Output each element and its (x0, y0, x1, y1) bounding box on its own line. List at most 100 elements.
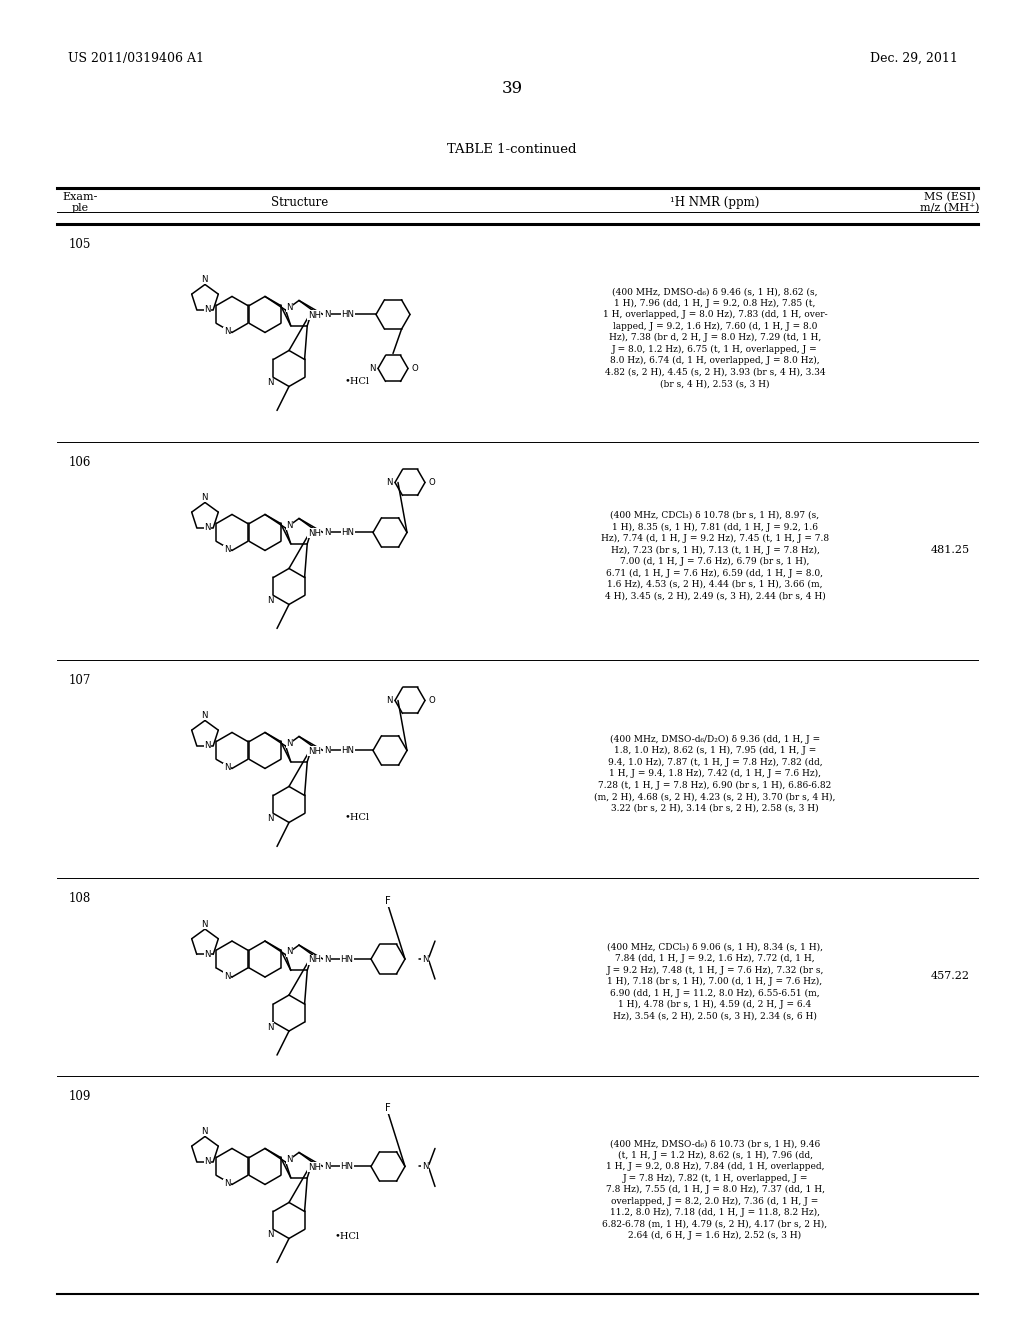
Text: N: N (386, 696, 392, 705)
Text: MS (ESI): MS (ESI) (925, 191, 976, 202)
Text: 3.22 (br s, 2 H), 3.14 (br s, 2 H), 2.58 (s, 3 H): 3.22 (br s, 2 H), 3.14 (br s, 2 H), 2.58… (611, 804, 819, 813)
Text: ple: ple (72, 203, 88, 213)
Text: (400 MHz, CDCl₃) δ 9.06 (s, 1 H), 8.34 (s, 1 H),: (400 MHz, CDCl₃) δ 9.06 (s, 1 H), 8.34 (… (607, 942, 823, 952)
Text: 481.25: 481.25 (931, 545, 970, 554)
Text: N: N (267, 1230, 273, 1239)
Text: N: N (287, 520, 293, 529)
Text: US 2011/0319406 A1: US 2011/0319406 A1 (68, 51, 204, 65)
Text: J = 8.0, 1.2 Hz), 6.75 (t, 1 H, overlapped, J =: J = 8.0, 1.2 Hz), 6.75 (t, 1 H, overlapp… (612, 345, 818, 354)
Text: 105: 105 (69, 238, 91, 251)
Text: 4.82 (s, 2 H), 4.45 (s, 2 H), 3.93 (br s, 4 H), 3.34: 4.82 (s, 2 H), 4.45 (s, 2 H), 3.93 (br s… (605, 368, 825, 376)
Text: N: N (224, 972, 230, 981)
Text: •HCl: •HCl (345, 378, 370, 385)
Text: 7.28 (t, 1 H, J = 7.8 Hz), 6.90 (br s, 1 H), 6.86-6.82: 7.28 (t, 1 H, J = 7.8 Hz), 6.90 (br s, 1… (598, 780, 831, 789)
Text: N: N (386, 478, 392, 487)
Text: Dec. 29, 2011: Dec. 29, 2011 (870, 51, 957, 65)
Text: HN: HN (341, 954, 353, 964)
Text: O: O (429, 478, 435, 487)
Text: 39: 39 (502, 81, 522, 96)
Text: N: N (224, 763, 230, 772)
Text: •HCl: •HCl (345, 813, 370, 822)
Text: N: N (267, 814, 273, 822)
Text: 1 H), 8.35 (s, 1 H), 7.81 (dd, 1 H, J = 9.2, 1.6: 1 H), 8.35 (s, 1 H), 7.81 (dd, 1 H, J = … (612, 523, 818, 532)
Text: 1 H), 4.78 (br s, 1 H), 4.59 (d, 2 H, J = 6.4: 1 H), 4.78 (br s, 1 H), 4.59 (d, 2 H, J … (618, 1001, 812, 1010)
Text: 1 H, overlapped, J = 8.0 Hz), 7.83 (dd, 1 H, over-: 1 H, overlapped, J = 8.0 Hz), 7.83 (dd, … (603, 310, 827, 319)
Text: N: N (324, 1162, 331, 1171)
Text: N: N (201, 920, 207, 928)
Text: NH: NH (308, 747, 321, 755)
Text: N: N (324, 746, 331, 755)
Text: 1.8, 1.0 Hz), 8.62 (s, 1 H), 7.95 (dd, 1 H, J =: 1.8, 1.0 Hz), 8.62 (s, 1 H), 7.95 (dd, 1… (613, 746, 816, 755)
Text: O: O (412, 364, 419, 374)
Text: HN: HN (341, 310, 354, 319)
Text: J = 9.2 Hz), 7.48 (t, 1 H, J = 7.6 Hz), 7.32 (br s,: J = 9.2 Hz), 7.48 (t, 1 H, J = 7.6 Hz), … (606, 966, 823, 975)
Text: (400 MHz, DMSO-d₆) δ 9.46 (s, 1 H), 8.62 (s,: (400 MHz, DMSO-d₆) δ 9.46 (s, 1 H), 8.62… (612, 288, 818, 296)
Text: 6.82-6.78 (m, 1 H), 4.79 (s, 2 H), 4.17 (br s, 2 H),: 6.82-6.78 (m, 1 H), 4.79 (s, 2 H), 4.17 … (602, 1220, 827, 1229)
Text: 8.0 Hz), 6.74 (d, 1 H, overlapped, J = 8.0 Hz),: 8.0 Hz), 6.74 (d, 1 H, overlapped, J = 8… (610, 356, 820, 366)
Text: overlapped, J = 8.2, 2.0 Hz), 7.36 (d, 1 H, J =: overlapped, J = 8.2, 2.0 Hz), 7.36 (d, 1… (611, 1197, 818, 1206)
Text: N: N (201, 711, 207, 719)
Text: 1 H), 7.96 (dd, 1 H, J = 9.2, 0.8 Hz), 7.85 (t,: 1 H), 7.96 (dd, 1 H, J = 9.2, 0.8 Hz), 7… (614, 298, 816, 308)
Text: 7.00 (d, 1 H, J = 7.6 Hz), 6.79 (br s, 1 H),: 7.00 (d, 1 H, J = 7.6 Hz), 6.79 (br s, 1… (621, 557, 810, 566)
Text: 7.84 (dd, 1 H, J = 9.2, 1.6 Hz), 7.72 (d, 1 H,: 7.84 (dd, 1 H, J = 9.2, 1.6 Hz), 7.72 (d… (615, 954, 815, 964)
Text: HN: HN (341, 746, 354, 755)
Text: N: N (422, 1162, 428, 1171)
Text: N: N (287, 1155, 293, 1164)
Text: m/z (MH⁺): m/z (MH⁺) (921, 203, 980, 214)
Text: J = 7.8 Hz), 7.82 (t, 1 H, overlapped, J =: J = 7.8 Hz), 7.82 (t, 1 H, overlapped, J… (623, 1173, 808, 1183)
Text: (m, 2 H), 4.68 (s, 2 H), 4.23 (s, 2 H), 3.70 (br s, 4 H),: (m, 2 H), 4.68 (s, 2 H), 4.23 (s, 2 H), … (594, 792, 836, 801)
Text: N: N (224, 327, 230, 337)
Text: 6.90 (dd, 1 H, J = 11.2, 8.0 Hz), 6.55-6.51 (m,: 6.90 (dd, 1 H, J = 11.2, 8.0 Hz), 6.55-6… (610, 989, 820, 998)
Text: HN: HN (341, 528, 354, 537)
Text: N: N (324, 954, 331, 964)
Text: 1 H), 7.18 (br s, 1 H), 7.00 (d, 1 H, J = 7.6 Hz),: 1 H), 7.18 (br s, 1 H), 7.00 (d, 1 H, J … (607, 977, 822, 986)
Text: •HCl: •HCl (335, 1232, 360, 1241)
Text: N: N (324, 528, 331, 537)
Text: N: N (422, 954, 428, 964)
Text: Structure: Structure (271, 195, 329, 209)
Text: NH: NH (308, 310, 321, 319)
Text: N: N (287, 739, 293, 747)
Text: (t, 1 H, J = 1.2 Hz), 8.62 (s, 1 H), 7.96 (dd,: (t, 1 H, J = 1.2 Hz), 8.62 (s, 1 H), 7.9… (617, 1151, 812, 1160)
Text: F: F (385, 1104, 391, 1114)
Text: N: N (204, 742, 211, 750)
Text: N: N (267, 595, 273, 605)
Text: O: O (429, 696, 435, 705)
Text: 1 H, J = 9.2, 0.8 Hz), 7.84 (dd, 1 H, overlapped,: 1 H, J = 9.2, 0.8 Hz), 7.84 (dd, 1 H, ov… (606, 1162, 824, 1171)
Text: F: F (385, 896, 391, 906)
Text: N: N (201, 1127, 207, 1137)
Text: 106: 106 (69, 455, 91, 469)
Text: 1 H, J = 9.4, 1.8 Hz), 7.42 (d, 1 H, J = 7.6 Hz),: 1 H, J = 9.4, 1.8 Hz), 7.42 (d, 1 H, J =… (609, 770, 821, 779)
Text: (400 MHz, DMSO-d₆/D₂O) δ 9.36 (dd, 1 H, J =: (400 MHz, DMSO-d₆/D₂O) δ 9.36 (dd, 1 H, … (610, 735, 820, 744)
Text: 107: 107 (69, 675, 91, 686)
Text: NH: NH (308, 528, 321, 537)
Text: N: N (287, 948, 293, 956)
Text: Hz), 7.38 (br d, 2 H, J = 8.0 Hz), 7.29 (td, 1 H,: Hz), 7.38 (br d, 2 H, J = 8.0 Hz), 7.29 … (609, 333, 821, 342)
Text: 11.2, 8.0 Hz), 7.18 (dd, 1 H, J = 11.8, 8.2 Hz),: 11.2, 8.0 Hz), 7.18 (dd, 1 H, J = 11.8, … (610, 1208, 820, 1217)
Text: Hz), 7.23 (br s, 1 H), 7.13 (t, 1 H, J = 7.8 Hz),: Hz), 7.23 (br s, 1 H), 7.13 (t, 1 H, J =… (610, 545, 819, 554)
Text: 6.71 (d, 1 H, J = 7.6 Hz), 6.59 (dd, 1 H, J = 8.0,: 6.71 (d, 1 H, J = 7.6 Hz), 6.59 (dd, 1 H… (606, 569, 823, 578)
Text: N: N (204, 1158, 211, 1167)
Text: N: N (287, 302, 293, 312)
Text: HN: HN (341, 1162, 353, 1171)
Text: N: N (224, 545, 230, 554)
Text: 7.8 Hz), 7.55 (d, 1 H, J = 8.0 Hz), 7.37 (dd, 1 H,: 7.8 Hz), 7.55 (d, 1 H, J = 8.0 Hz), 7.37… (605, 1185, 824, 1195)
Text: N: N (267, 378, 273, 387)
Text: N: N (201, 492, 207, 502)
Text: lapped, J = 9.2, 1.6 Hz), 7.60 (d, 1 H, J = 8.0: lapped, J = 9.2, 1.6 Hz), 7.60 (d, 1 H, … (612, 322, 817, 331)
Text: NH: NH (308, 956, 321, 964)
Text: N: N (224, 1179, 230, 1188)
Text: 109: 109 (69, 1090, 91, 1104)
Text: N: N (204, 950, 211, 958)
Text: 2.64 (d, 6 H, J = 1.6 Hz), 2.52 (s, 3 H): 2.64 (d, 6 H, J = 1.6 Hz), 2.52 (s, 3 H) (629, 1232, 802, 1241)
Text: Exam-: Exam- (62, 191, 97, 202)
Text: 1.6 Hz), 4.53 (s, 2 H), 4.44 (br s, 1 H), 3.66 (m,: 1.6 Hz), 4.53 (s, 2 H), 4.44 (br s, 1 H)… (607, 579, 822, 589)
Text: (400 MHz, DMSO-d₆) δ 10.73 (br s, 1 H), 9.46: (400 MHz, DMSO-d₆) δ 10.73 (br s, 1 H), … (610, 1139, 820, 1148)
Text: 457.22: 457.22 (931, 972, 970, 981)
Text: ¹H NMR (ppm): ¹H NMR (ppm) (671, 195, 760, 209)
Text: N: N (201, 275, 207, 284)
Text: N: N (204, 523, 211, 532)
Text: Hz), 3.54 (s, 2 H), 2.50 (s, 3 H), 2.34 (s, 6 H): Hz), 3.54 (s, 2 H), 2.50 (s, 3 H), 2.34 … (613, 1011, 817, 1020)
Text: TABLE 1-continued: TABLE 1-continued (447, 143, 577, 156)
Text: N: N (204, 305, 211, 314)
